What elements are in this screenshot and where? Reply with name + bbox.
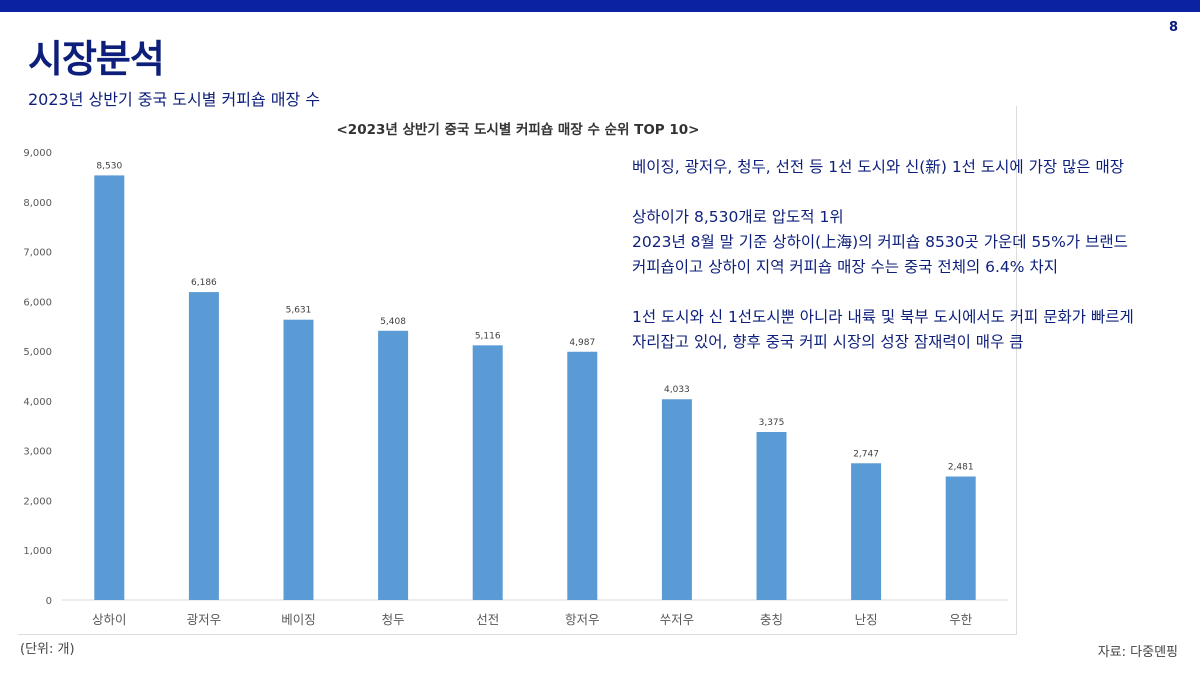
bar-2 [283,319,314,600]
chart-frame [18,106,1017,635]
x-tick-label: 청두 [382,612,405,627]
data-label: 8,530 [96,161,122,171]
x-tick-label: 우한 [949,612,973,627]
page-number: 8 [1168,20,1178,35]
source-note: 자료: 다중뎬핑 [1097,645,1178,660]
y-tick-label: 8,000 [23,198,52,209]
page-subtitle: 2023년 상반기 중국 도시별 커피숍 매장 수 [28,90,321,109]
bar-1 [188,292,219,600]
y-tick-label: 6,000 [23,297,52,308]
bar-0 [94,175,125,600]
note-line: 자리잡고 있어, 향후 중국 커피 시장의 성장 잠재력이 매우 큼 [632,333,1024,351]
y-tick-label: 4,000 [23,397,52,408]
y-tick-label: 5,000 [23,347,52,358]
page-title: 시장분석 [28,37,165,81]
note-line: 1선 도시와 신 1선도시뿐 아니라 내륙 및 북부 도시에서도 커피 문화가 … [632,308,1134,326]
unit-note: (단위: 개) [20,642,75,657]
note-gap [632,180,1134,205]
y-tick-label: 0 [46,596,52,607]
bar-8 [851,463,882,600]
y-tick-label: 7,000 [23,248,52,259]
x-tick-label: 광저우 [187,612,222,627]
bar-3 [378,330,409,600]
data-label: 4,987 [569,338,595,348]
note-line: 커피숍이고 상하이 지역 커피숍 매장 수는 중국 전체의 6.4% 차지 [632,258,1058,276]
data-label: 2,747 [853,449,879,459]
data-label: 6,186 [191,278,217,288]
bar-9 [945,476,976,600]
note-line: 베이징, 광저우, 청두, 선전 등 1선 도시와 신(新) 1선 도시에 가장… [632,158,1124,176]
bar-5 [567,351,598,600]
note-gap [632,280,1134,305]
data-label: 2,481 [948,463,974,473]
chart-title: <2023년 상반기 중국 도시별 커피숍 매장 수 순위 TOP 10> [336,121,699,138]
data-label: 5,408 [380,317,406,327]
y-tick-label: 9,000 [23,148,52,159]
x-tick-label: 난징 [855,612,878,627]
analysis-notes: 베이징, 광저우, 청두, 선전 등 1선 도시와 신(新) 1선 도시에 가장… [632,155,1134,355]
y-tick-label: 1,000 [23,546,52,557]
data-label: 5,116 [475,331,501,341]
x-tick-label: 쑤저우 [660,612,695,627]
x-tick-label: 베이징 [281,612,316,627]
bar-6 [661,399,692,600]
note-line: 2023년 8월 말 기준 상하이(上海)의 커피숍 8530곳 가운데 55%… [632,233,1128,251]
bar-7 [756,432,787,600]
data-label: 3,375 [759,418,785,428]
x-tick-label: 상하이 [92,612,127,627]
x-tick-label: 충칭 [760,612,783,627]
data-label: 4,033 [664,385,690,395]
top-bar [0,0,1200,12]
note-line: 상하이가 8,530개로 압도적 1위 [632,208,844,226]
y-tick-label: 3,000 [23,447,52,458]
bar-4 [472,345,503,600]
data-label: 5,631 [286,306,312,316]
x-tick-label: 선전 [476,612,499,627]
y-tick-label: 2,000 [23,496,52,507]
x-tick-label: 항저우 [565,612,600,627]
